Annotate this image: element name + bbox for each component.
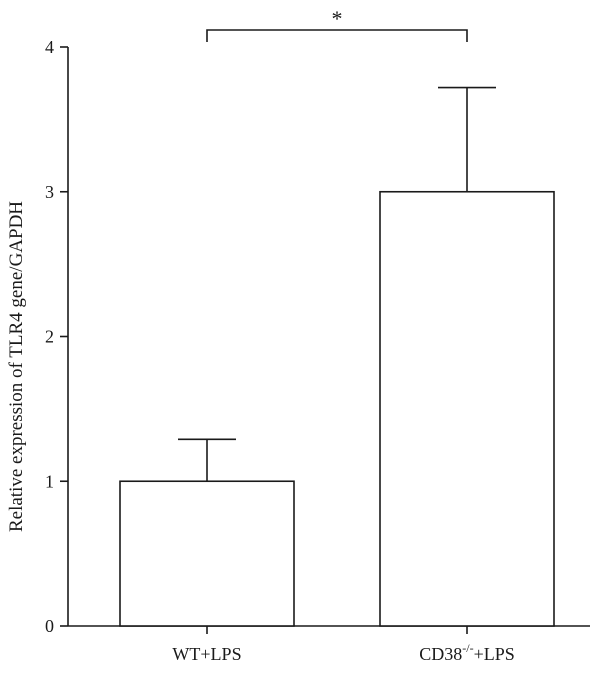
x-category-label: WT+LPS	[172, 644, 241, 664]
y-tick-label: 2	[45, 327, 54, 347]
bar-1	[379, 190, 555, 627]
x-category-label: CD38-/-+LPS	[419, 641, 515, 664]
y-axis-title: Relative expression of TLR4 gene/GAPDH	[6, 201, 27, 532]
bar-0	[119, 480, 295, 627]
significance-bracket-line	[206, 29, 468, 42]
labels: WT+LPS CD38-/-+LPS Relative expression of …	[6, 201, 515, 664]
y-tick-label: 4	[45, 37, 54, 57]
significance-label: *	[332, 6, 343, 31]
y-tick-label: 1	[45, 471, 54, 491]
significance-bracket: *	[206, 6, 468, 42]
error-bars	[178, 86, 496, 482]
y-tick-label: 0	[45, 616, 54, 636]
y-tick-label: 3	[45, 182, 54, 202]
bars	[119, 190, 555, 627]
